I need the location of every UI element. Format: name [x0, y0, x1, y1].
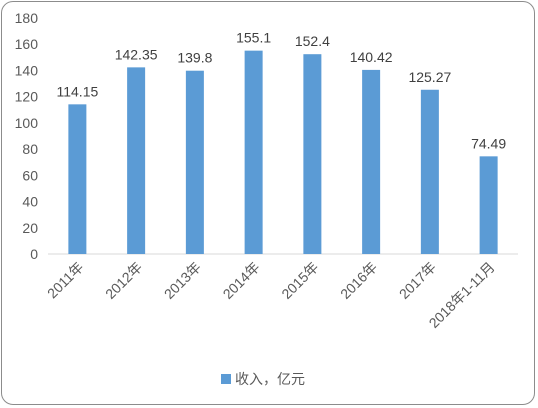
- x-tick-label: 2017年: [396, 259, 439, 302]
- y-tick-label: 60: [22, 167, 38, 183]
- legend-swatch: [221, 374, 231, 384]
- data-label: 142.35: [115, 46, 158, 62]
- x-tick-label: 2012年: [102, 259, 145, 302]
- x-axis-ticks: 2011年 2012年 2013年 2014年 2015年 2016年 2017年2018年…: [44, 259, 498, 331]
- bar: [303, 54, 322, 254]
- data-label: 114.15: [56, 83, 98, 99]
- bar: [420, 89, 439, 254]
- x-tick-label: 2013年: [161, 259, 204, 302]
- bars: [68, 50, 498, 255]
- bar: [362, 69, 381, 255]
- bar: [68, 104, 87, 254]
- y-tick-label: 40: [22, 194, 38, 210]
- data-label: 140.42: [350, 49, 393, 65]
- legend: 收入，亿元: [221, 372, 305, 388]
- data-label: 139.8: [177, 50, 212, 66]
- x-tick-label: 2011年: [44, 259, 87, 302]
- data-label: 125.27: [408, 69, 451, 85]
- bar: [244, 50, 263, 254]
- data-label: 152.4: [295, 33, 330, 49]
- x-tick-label: 2016年: [337, 259, 380, 302]
- y-tick-label: 160: [15, 36, 39, 52]
- x-tick-label: 2015年: [278, 259, 321, 302]
- y-tick-label: 140: [15, 62, 39, 78]
- bar: [185, 70, 204, 254]
- data-labels: 114.15 142.35 139.8 155.1 152.4 140.42 125.27 7…: [56, 30, 506, 152]
- legend-label: 收入，亿元: [235, 372, 305, 388]
- data-label: 74.49: [471, 135, 506, 151]
- data-label: 155.1: [236, 30, 271, 46]
- y-tick-label: 80: [22, 141, 38, 157]
- y-tick-label: 180: [15, 10, 39, 26]
- y-axis-ticks: 0 20 40 60 80 100 120 140 160 180: [15, 10, 39, 262]
- y-tick-label: 120: [15, 89, 39, 105]
- x-tick-label: 2014年: [220, 259, 263, 302]
- y-tick-label: 0: [30, 246, 38, 262]
- bar: [479, 156, 498, 254]
- y-tick-label: 20: [22, 220, 38, 236]
- y-tick-label: 100: [15, 115, 39, 131]
- bar: [127, 67, 146, 254]
